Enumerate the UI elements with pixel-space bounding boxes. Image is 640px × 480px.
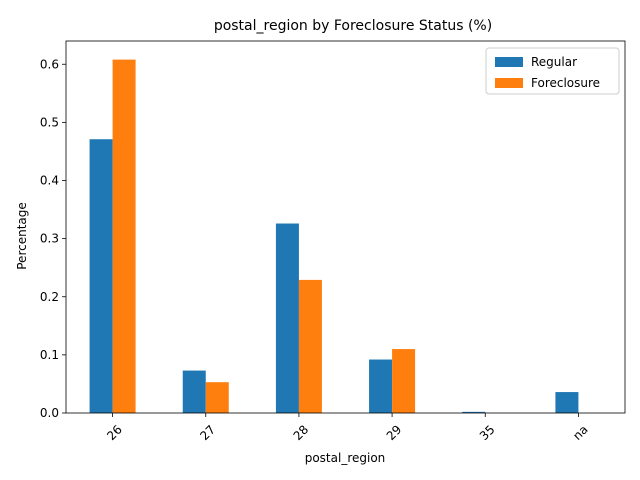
y-tick-label: 0.2: [40, 290, 59, 304]
bar-regular-27: [182, 370, 206, 413]
legend-label-foreclosure: Foreclosure: [531, 76, 600, 90]
x-tick-label: 26: [104, 422, 125, 443]
x-tick-label: 35: [477, 422, 498, 443]
bar-foreclosure-26: [112, 59, 136, 413]
x-tick-label: 28: [291, 422, 312, 443]
bar-foreclosure-29: [392, 349, 416, 413]
legend-swatch-foreclosure: [495, 78, 523, 88]
bar-regular-35: [462, 411, 486, 413]
x-tick-label: na: [570, 422, 590, 442]
y-tick-label: 0.4: [40, 174, 59, 188]
y-tick-label: 0.3: [40, 232, 59, 246]
bar-regular-na: [555, 392, 579, 413]
bar-regular-26: [89, 139, 113, 413]
bar-regular-29: [369, 359, 393, 413]
axes-frame: [65, 40, 626, 414]
x-tick-label: 29: [384, 422, 405, 443]
legend-label-regular: Regular: [531, 55, 577, 69]
chart-title: postal_region by Foreclosure Status (%): [214, 18, 492, 34]
bar-foreclosure-27: [205, 382, 229, 413]
y-tick-label: 0.5: [40, 115, 59, 129]
y-tick-label: 0.6: [40, 57, 59, 71]
bar-foreclosure-28: [298, 279, 322, 413]
x-tick-label: 27: [197, 422, 218, 443]
y-tick-label: 0.0: [40, 406, 59, 420]
plot-area: 0.0 0.1 0.2 0.3 0.4 0.5 0.6 26 27 28 29 35 na: [40, 40, 626, 443]
legend: Regular Foreclosure: [485, 47, 620, 95]
x-axis-label: postal_region: [305, 451, 386, 465]
bar-regular-28: [275, 223, 299, 413]
y-tick-label: 0.1: [40, 348, 59, 362]
y-axis-label: Percentage: [15, 202, 29, 270]
legend-swatch-regular: [495, 57, 523, 67]
